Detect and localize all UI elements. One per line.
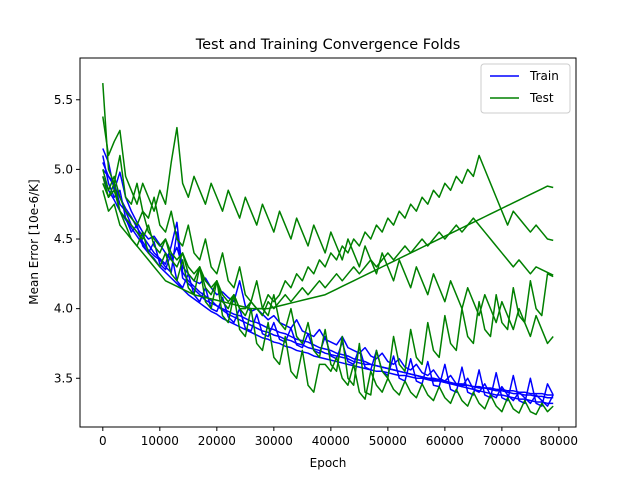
series-layer: [102, 83, 554, 416]
series-line-test-6: [102, 116, 554, 345]
plot-frame: [79, 57, 577, 428]
x-tick-label: 20000: [198, 434, 236, 448]
x-tick-label: 80000: [540, 434, 578, 448]
x-tick-label: 40000: [312, 434, 350, 448]
x-tick-label: 10000: [141, 434, 179, 448]
y-tick-label: 4.0: [54, 302, 73, 316]
series-line-test-9: [102, 154, 554, 310]
x-tick-label: 60000: [426, 434, 464, 448]
x-tick-label: 50000: [369, 434, 407, 448]
series-line-train-3: [102, 168, 554, 399]
y-axis-label: Mean Error [10e-6/K]: [27, 179, 41, 304]
series-line-train-0: [102, 148, 554, 407]
x-tick-label: 30000: [255, 434, 293, 448]
y-tick-label: 5.5: [54, 93, 73, 107]
y-tick-label: 3.5: [54, 371, 73, 385]
series-line-train-4: [102, 176, 554, 396]
legend-label-train: Train: [529, 69, 559, 83]
y-tick-label: 4.5: [54, 232, 73, 246]
chart-title: Test and Training Convergence Folds: [195, 37, 461, 53]
series-line-test-10: [102, 176, 554, 317]
y-tick-label: 5.0: [54, 162, 73, 176]
series-line-test-8: [102, 190, 554, 416]
series-line-test-5: [102, 83, 554, 396]
x-tick-label: 0: [99, 434, 107, 448]
x-tick-label: 70000: [483, 434, 521, 448]
x-axis-label: Epoch: [310, 456, 347, 470]
series-line-test-7: [102, 182, 554, 310]
y-axis: 3.5 4.0 4.5 5.0 5.5: [54, 93, 80, 385]
x-axis: 0 10000 20000 30000 40000 50000 60000 70000 8000…: [99, 427, 578, 448]
legend: Train Test: [480, 63, 571, 114]
legend-label-test: Test: [529, 91, 554, 105]
